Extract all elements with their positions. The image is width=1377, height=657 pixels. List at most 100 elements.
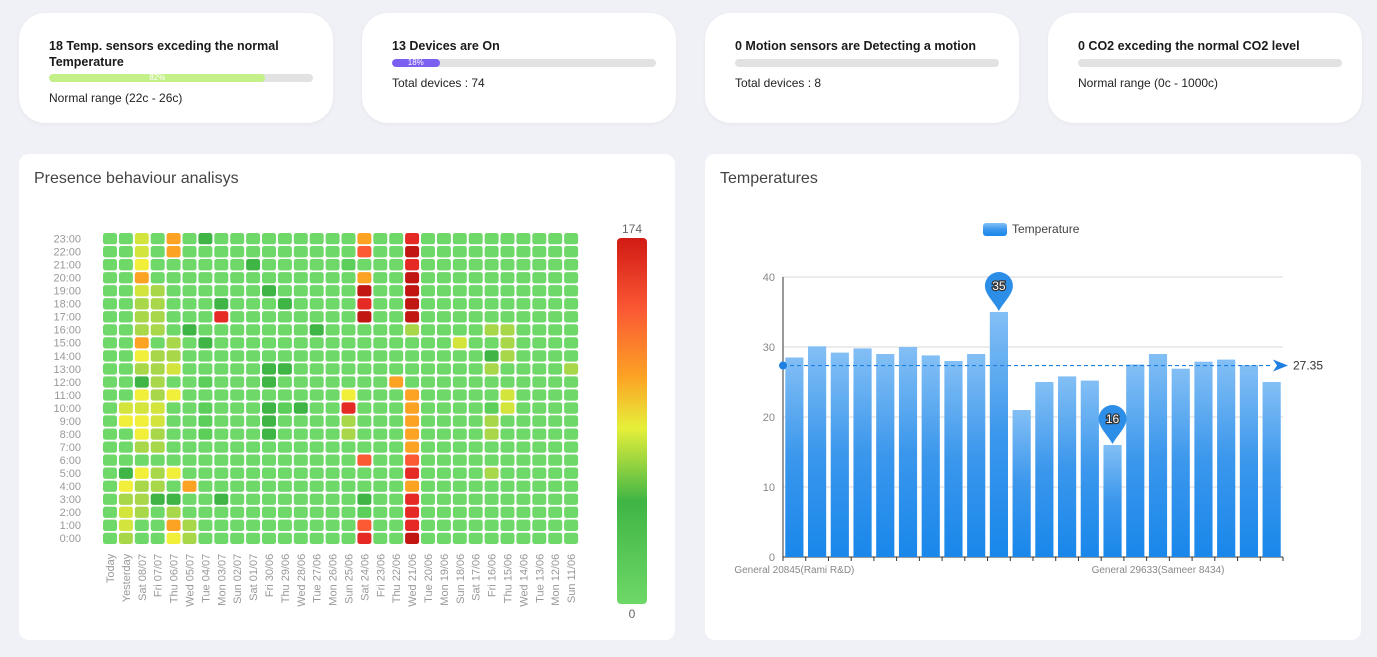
heatmap-cell[interactable] — [357, 506, 372, 518]
heatmap-cell[interactable] — [262, 350, 276, 362]
heatmap-cell[interactable] — [198, 337, 213, 349]
heatmap-cell[interactable] — [516, 415, 531, 427]
heatmap-cell[interactable] — [277, 493, 292, 505]
heatmap-cell[interactable] — [548, 298, 563, 310]
heatmap-cell[interactable] — [500, 311, 515, 323]
heatmap-cell[interactable] — [230, 402, 245, 414]
heatmap-cell[interactable] — [564, 311, 579, 323]
heatmap-cell[interactable] — [436, 441, 451, 453]
heatmap-cell[interactable] — [198, 532, 213, 544]
heatmap-cell[interactable] — [150, 454, 165, 466]
heatmap-cell[interactable] — [309, 285, 324, 297]
heatmap-cell[interactable] — [548, 402, 563, 414]
heatmap-cell[interactable] — [150, 506, 165, 518]
heatmap-cell[interactable] — [150, 285, 165, 297]
heatmap-cell[interactable] — [262, 311, 276, 323]
heatmap-cell[interactable] — [230, 285, 245, 297]
heatmap-cell[interactable] — [277, 350, 292, 362]
heatmap-cell[interactable] — [468, 428, 483, 440]
heatmap-cell[interactable] — [484, 298, 499, 310]
heatmap-cell[interactable] — [198, 363, 213, 375]
heatmap-cell[interactable] — [373, 337, 388, 349]
heatmap-cell[interactable] — [532, 389, 547, 401]
heatmap-cell[interactable] — [118, 233, 133, 245]
heatmap-cell[interactable] — [134, 298, 149, 310]
heatmap-cell[interactable] — [309, 467, 324, 479]
heatmap-cell[interactable] — [468, 363, 483, 375]
heatmap-cell[interactable] — [118, 246, 133, 258]
heatmap-cell[interactable] — [246, 519, 261, 531]
heatmap-cell[interactable] — [118, 506, 133, 518]
heatmap-cell[interactable] — [262, 415, 276, 427]
heatmap-cell[interactable] — [262, 337, 276, 349]
heatmap-cell[interactable] — [293, 324, 308, 336]
heatmap-cell[interactable] — [103, 246, 117, 258]
heatmap-cell[interactable] — [309, 415, 324, 427]
heatmap-cell[interactable] — [246, 233, 261, 245]
heatmap-cell[interactable] — [277, 519, 292, 531]
heatmap-cell[interactable] — [468, 389, 483, 401]
heatmap-cell[interactable] — [389, 311, 404, 323]
heatmap-cell[interactable] — [436, 233, 451, 245]
heatmap-cell[interactable] — [134, 389, 149, 401]
heatmap-cell[interactable] — [548, 480, 563, 492]
heatmap-cell[interactable] — [516, 324, 531, 336]
heatmap-cell[interactable] — [484, 415, 499, 427]
heatmap-cell[interactable] — [532, 246, 547, 258]
heatmap-cell[interactable] — [214, 298, 229, 310]
heatmap-cell[interactable] — [532, 311, 547, 323]
heatmap-cell[interactable] — [421, 350, 435, 362]
heatmap-cell[interactable] — [309, 493, 324, 505]
heatmap-cell[interactable] — [277, 363, 292, 375]
heatmap-cell[interactable] — [405, 363, 420, 375]
heatmap-cell[interactable] — [484, 311, 499, 323]
heatmap-cell[interactable] — [277, 415, 292, 427]
heatmap-cell[interactable] — [134, 428, 149, 440]
heatmap-cell[interactable] — [103, 415, 117, 427]
heatmap-cell[interactable] — [230, 389, 245, 401]
max-marker-pin[interactable]: 35 — [984, 272, 1013, 311]
heatmap-cell[interactable] — [389, 467, 404, 479]
heatmap-cell[interactable] — [357, 415, 372, 427]
heatmap-cell[interactable] — [103, 532, 117, 544]
heatmap-cell[interactable] — [484, 532, 499, 544]
heatmap-cell[interactable] — [532, 324, 547, 336]
heatmap-cell[interactable] — [182, 246, 197, 258]
heatmap-cell[interactable] — [452, 324, 467, 336]
heatmap-cell[interactable] — [373, 467, 388, 479]
heatmap-cell[interactable] — [103, 337, 117, 349]
heatmap-cell[interactable] — [246, 467, 261, 479]
heatmap-cell[interactable] — [532, 480, 547, 492]
heatmap-cell[interactable] — [516, 519, 531, 531]
heatmap-cell[interactable] — [325, 506, 340, 518]
heatmap-cell[interactable] — [500, 493, 515, 505]
heatmap-cell[interactable] — [214, 506, 229, 518]
heatmap-cell[interactable] — [198, 389, 213, 401]
heatmap-cell[interactable] — [277, 272, 292, 284]
heatmap-cell[interactable] — [262, 298, 276, 310]
heatmap-cell[interactable] — [373, 376, 388, 388]
heatmap-cell[interactable] — [341, 480, 356, 492]
heatmap-cell[interactable] — [532, 415, 547, 427]
heatmap-cell[interactable] — [532, 285, 547, 297]
heatmap-cell[interactable] — [357, 350, 372, 362]
heatmap-cell[interactable] — [436, 493, 451, 505]
heatmap-cell[interactable] — [468, 337, 483, 349]
heatmap-cell[interactable] — [389, 389, 404, 401]
heatmap-cell[interactable] — [325, 428, 340, 440]
heatmap-cell[interactable] — [230, 532, 245, 544]
heatmap-cell[interactable] — [214, 311, 229, 323]
heatmap-cell[interactable] — [532, 233, 547, 245]
heatmap-cell[interactable] — [309, 272, 324, 284]
heatmap-cell[interactable] — [452, 493, 467, 505]
heatmap-cell[interactable] — [421, 506, 435, 518]
legend-swatch[interactable] — [983, 223, 1007, 236]
heatmap-cell[interactable] — [293, 493, 308, 505]
heatmap-cell[interactable] — [182, 480, 197, 492]
heatmap-cell[interactable] — [373, 363, 388, 375]
heatmap-cell[interactable] — [182, 233, 197, 245]
heatmap-cell[interactable] — [405, 233, 420, 245]
heatmap-cell[interactable] — [548, 519, 563, 531]
heatmap-cell[interactable] — [452, 532, 467, 544]
heatmap-cell[interactable] — [246, 402, 261, 414]
